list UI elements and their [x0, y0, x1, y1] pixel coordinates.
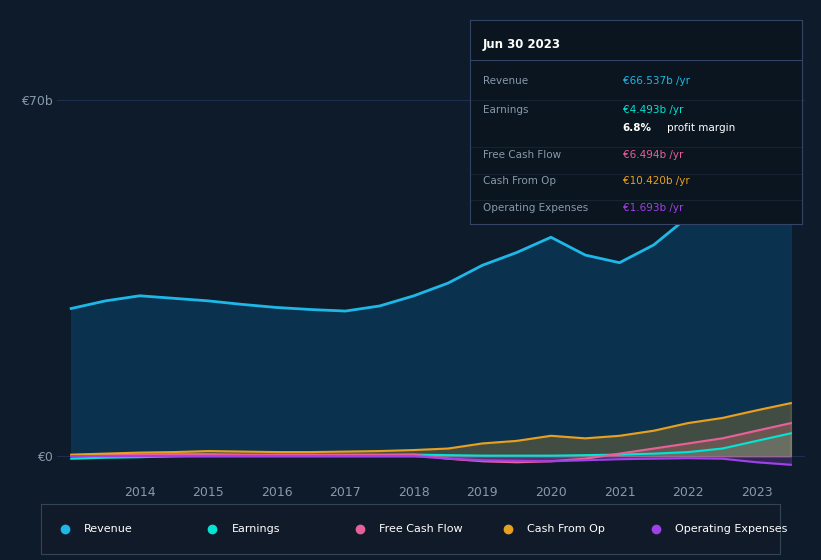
Text: Revenue: Revenue — [483, 76, 528, 86]
Text: Operating Expenses: Operating Expenses — [483, 203, 588, 213]
Text: €4.493b /yr: €4.493b /yr — [622, 105, 683, 115]
Text: 6.8%: 6.8% — [622, 123, 652, 133]
Text: Revenue: Revenue — [84, 524, 133, 534]
Text: Cash From Op: Cash From Op — [483, 176, 556, 186]
Text: €6.494b /yr: €6.494b /yr — [622, 150, 683, 160]
Text: €66.537b /yr: €66.537b /yr — [622, 76, 690, 86]
Text: Free Cash Flow: Free Cash Flow — [379, 524, 463, 534]
Text: Jun 30 2023: Jun 30 2023 — [483, 38, 561, 51]
Text: Operating Expenses: Operating Expenses — [675, 524, 787, 534]
Text: €1.693b /yr: €1.693b /yr — [622, 203, 683, 213]
Text: Cash From Op: Cash From Op — [527, 524, 605, 534]
Text: Earnings: Earnings — [232, 524, 280, 534]
Text: €10.420b /yr: €10.420b /yr — [622, 176, 690, 186]
Text: Earnings: Earnings — [483, 105, 529, 115]
Text: profit margin: profit margin — [667, 123, 736, 133]
Text: Free Cash Flow: Free Cash Flow — [483, 150, 561, 160]
